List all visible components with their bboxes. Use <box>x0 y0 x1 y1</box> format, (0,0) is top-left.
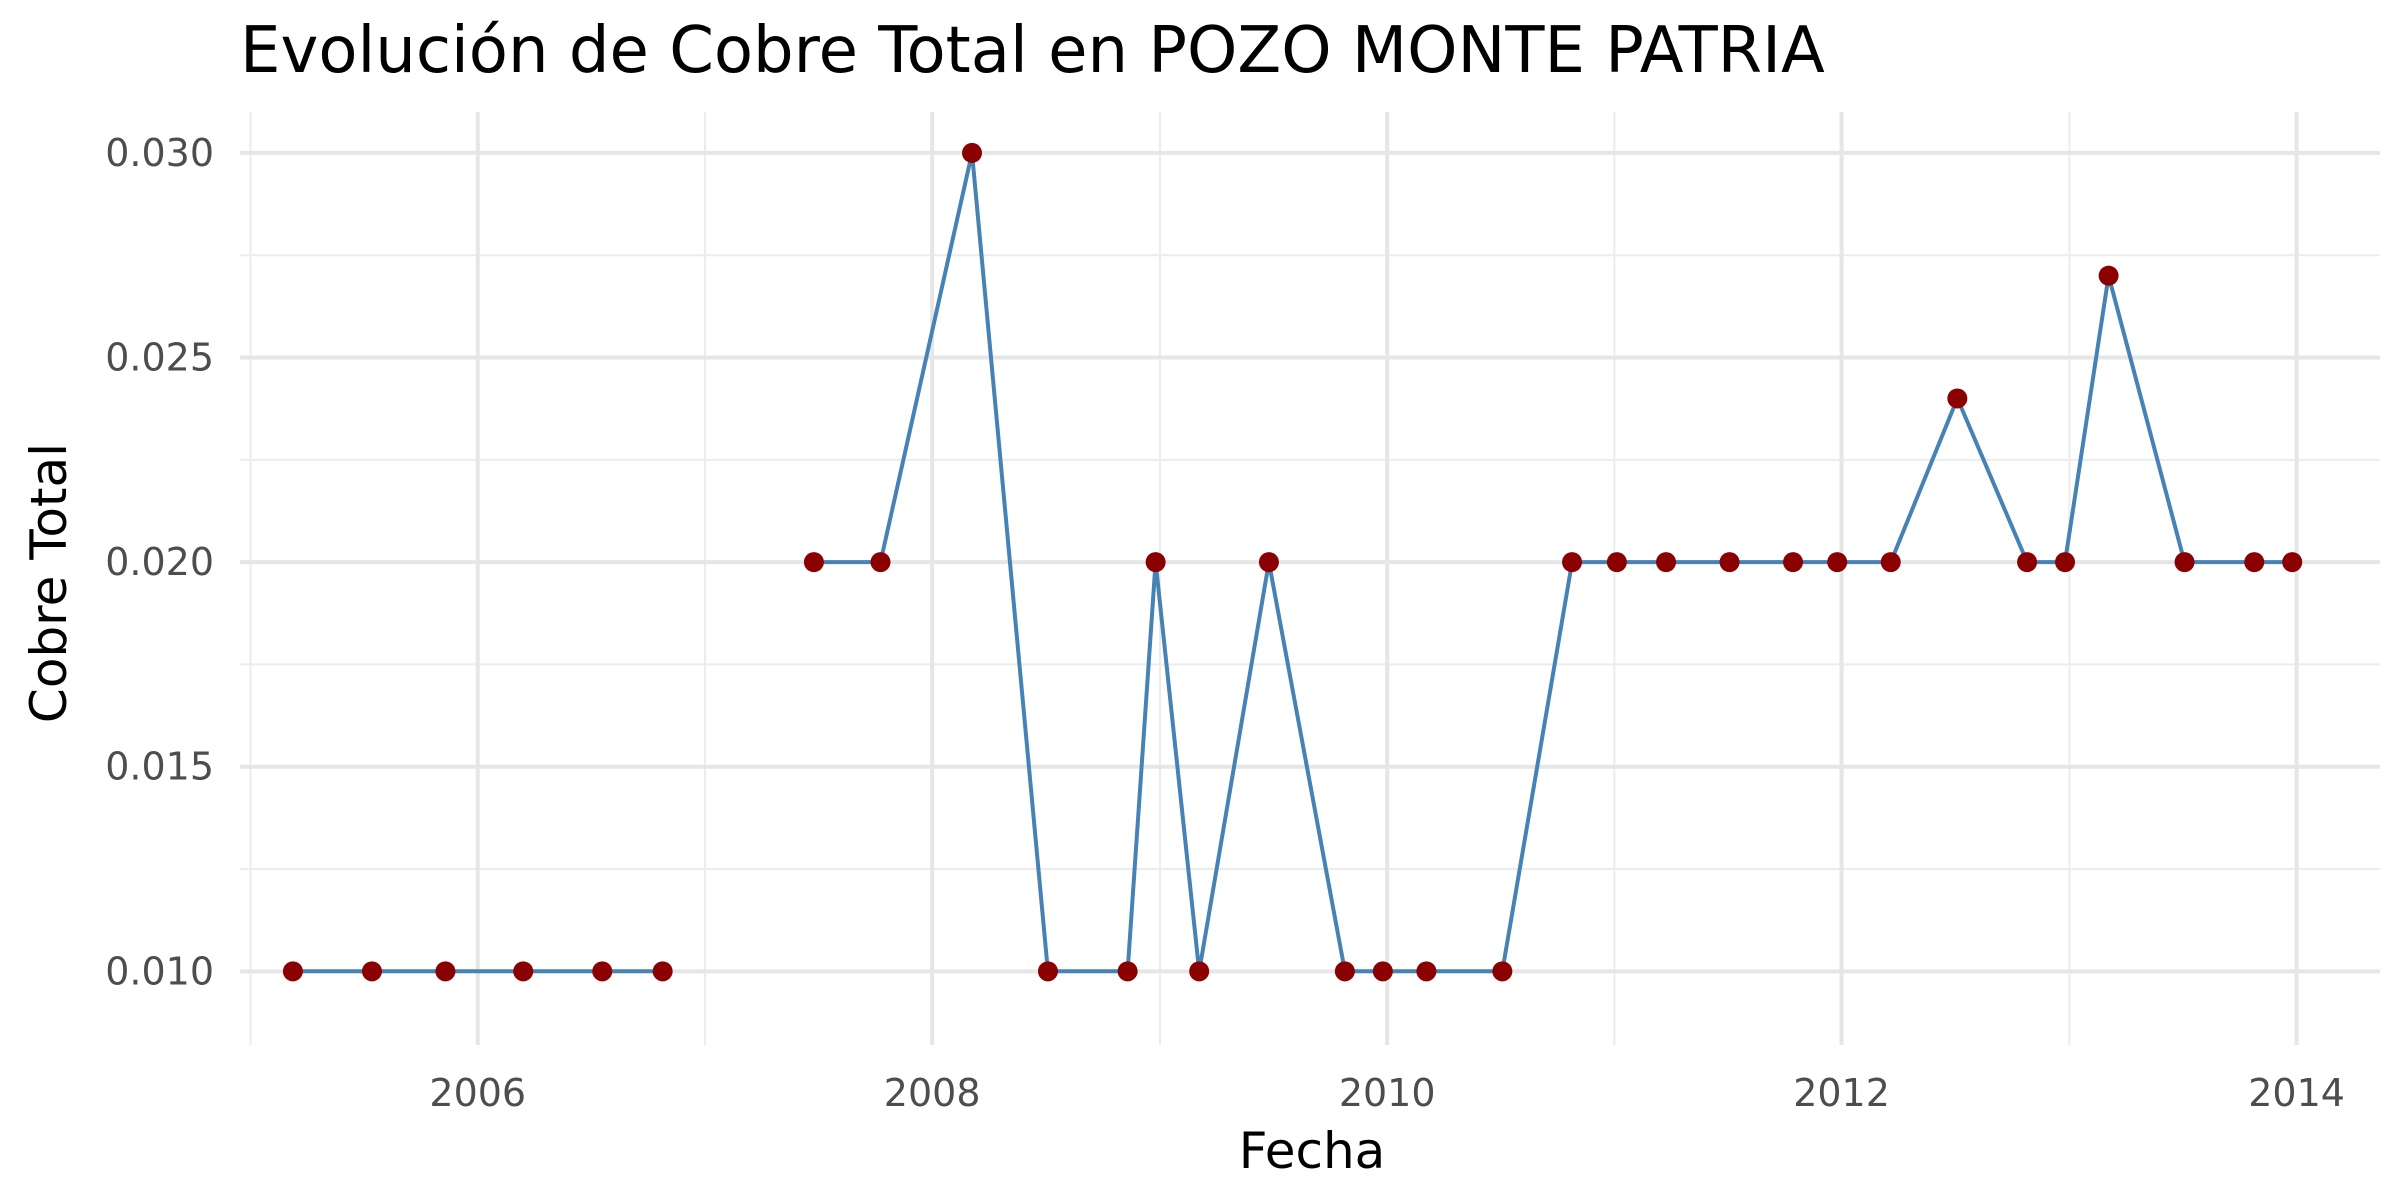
data-point <box>1492 961 1513 982</box>
y-tick-label: 0.020 <box>105 540 214 584</box>
data-point <box>1037 961 1058 982</box>
data-point <box>1416 961 1437 982</box>
data-point <box>282 961 303 982</box>
y-tick-label: 0.025 <box>105 336 214 380</box>
data-point <box>1656 552 1677 573</box>
data-point <box>2282 552 2303 573</box>
data-point <box>1372 961 1393 982</box>
data-point <box>2017 552 2038 573</box>
data-point <box>592 961 613 982</box>
chart-title: Evolución de Cobre Total en POZO MONTE P… <box>240 14 1825 88</box>
data-point <box>1947 388 1968 409</box>
data-point <box>1258 552 1279 573</box>
data-point <box>803 552 824 573</box>
x-axis-title: Fecha <box>1239 1122 1386 1180</box>
y-axis-title: Cobre Total <box>20 443 78 723</box>
data-point <box>361 961 382 982</box>
x-axis-tick-labels: 2006 2008 2010 2012 2014 <box>429 1071 2345 1115</box>
data-point <box>2244 552 2265 573</box>
data-point <box>1827 552 1848 573</box>
x-tick-label: 2006 <box>429 1071 526 1115</box>
data-point <box>2098 265 2119 286</box>
x-tick-label: 2008 <box>884 1071 981 1115</box>
data-point <box>1334 961 1355 982</box>
y-tick-label: 0.015 <box>105 745 214 789</box>
y-axis-tick-labels: 0.010 0.015 0.020 0.025 0.030 <box>105 131 214 993</box>
data-point <box>1606 552 1627 573</box>
x-tick-label: 2010 <box>1339 1071 1436 1115</box>
x-tick-label: 2014 <box>2248 1071 2345 1115</box>
data-point <box>1880 552 1901 573</box>
data-point <box>652 961 673 982</box>
y-tick-label: 0.010 <box>105 949 214 993</box>
data-point <box>2174 552 2195 573</box>
data-point <box>870 552 891 573</box>
data-point <box>1145 552 1166 573</box>
minor-gridlines <box>240 112 2380 1045</box>
data-point <box>1117 961 1138 982</box>
y-tick-label: 0.030 <box>105 131 214 175</box>
major-gridlines <box>240 112 2380 1045</box>
data-point <box>1562 552 1583 573</box>
data-point <box>962 142 983 163</box>
data-point <box>2055 552 2076 573</box>
data-point <box>435 961 456 982</box>
data-point <box>1783 552 1804 573</box>
data-point <box>1719 552 1740 573</box>
x-tick-label: 2012 <box>1793 1071 1890 1115</box>
series-points <box>282 142 2303 982</box>
data-point <box>513 961 534 982</box>
data-point <box>1189 961 1210 982</box>
